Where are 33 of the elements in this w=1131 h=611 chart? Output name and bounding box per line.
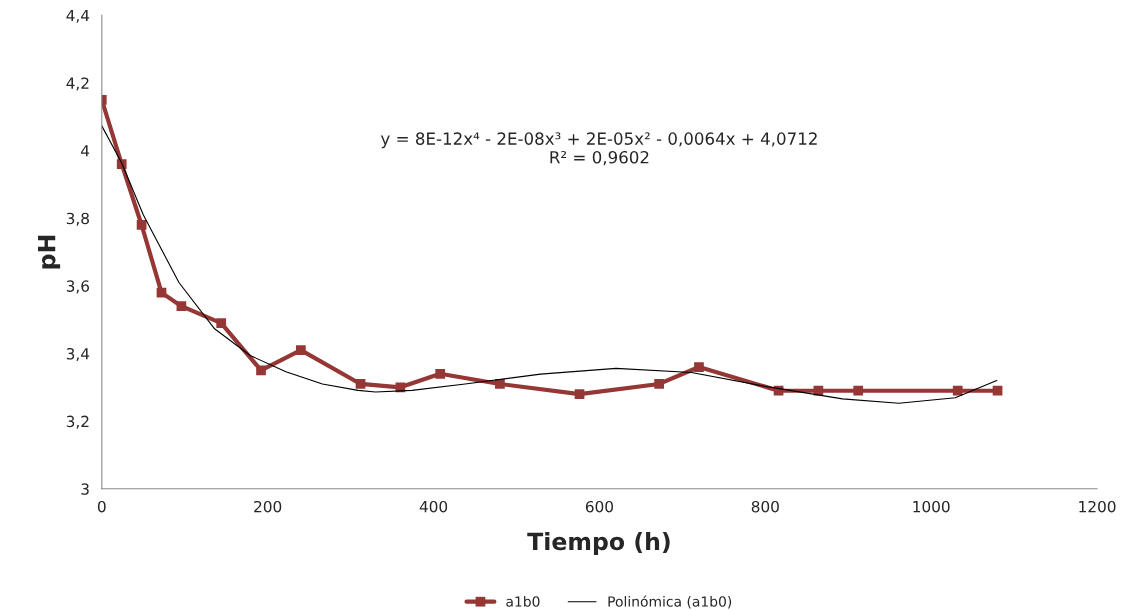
point — [952, 385, 963, 396]
y-tick-label: 3,6 — [66, 280, 90, 294]
point — [574, 389, 585, 399]
y-tick-label: 3,8 — [66, 212, 89, 226]
y-tick-label: 3,4 — [66, 347, 90, 362]
x-tick-label: 600 — [585, 500, 613, 513]
point — [295, 345, 306, 355]
legend-label: Polinómica (a1b0) — [608, 595, 732, 609]
point — [694, 362, 704, 372]
x-tick-label: 400 — [419, 500, 448, 513]
point — [355, 379, 366, 389]
y-tick-label: 3,2 — [66, 415, 89, 429]
legend-label: a1b0 — [506, 596, 540, 607]
x-tick-label: 800 — [751, 500, 779, 513]
point — [853, 385, 864, 396]
point — [176, 301, 187, 312]
x-tick-label: 200 — [254, 500, 282, 513]
point — [136, 220, 147, 230]
point — [654, 379, 665, 389]
x-tick-label: 1200 — [1079, 500, 1116, 513]
point — [992, 385, 1003, 396]
annotation: y = 8E-12x⁴ - 2E-08x³ + 2E-05x² - 0,0064x + 4,0712 R² = 0,9602 — [380, 132, 817, 166]
x-tick-label: 1000 — [913, 500, 950, 513]
x-tick-label: 0 — [97, 500, 106, 513]
point — [216, 318, 227, 328]
x-axis-title: Tiempo (h) — [527, 532, 670, 555]
y-tick-label: 3 — [81, 483, 89, 495]
point — [256, 365, 266, 376]
y-tick-label: 4 — [81, 145, 90, 157]
y-tick-label: 4,2 — [66, 77, 89, 91]
y-tick-label: 4,4 — [66, 9, 90, 23]
point — [435, 368, 446, 379]
y-axis-title: pH — [38, 235, 61, 269]
